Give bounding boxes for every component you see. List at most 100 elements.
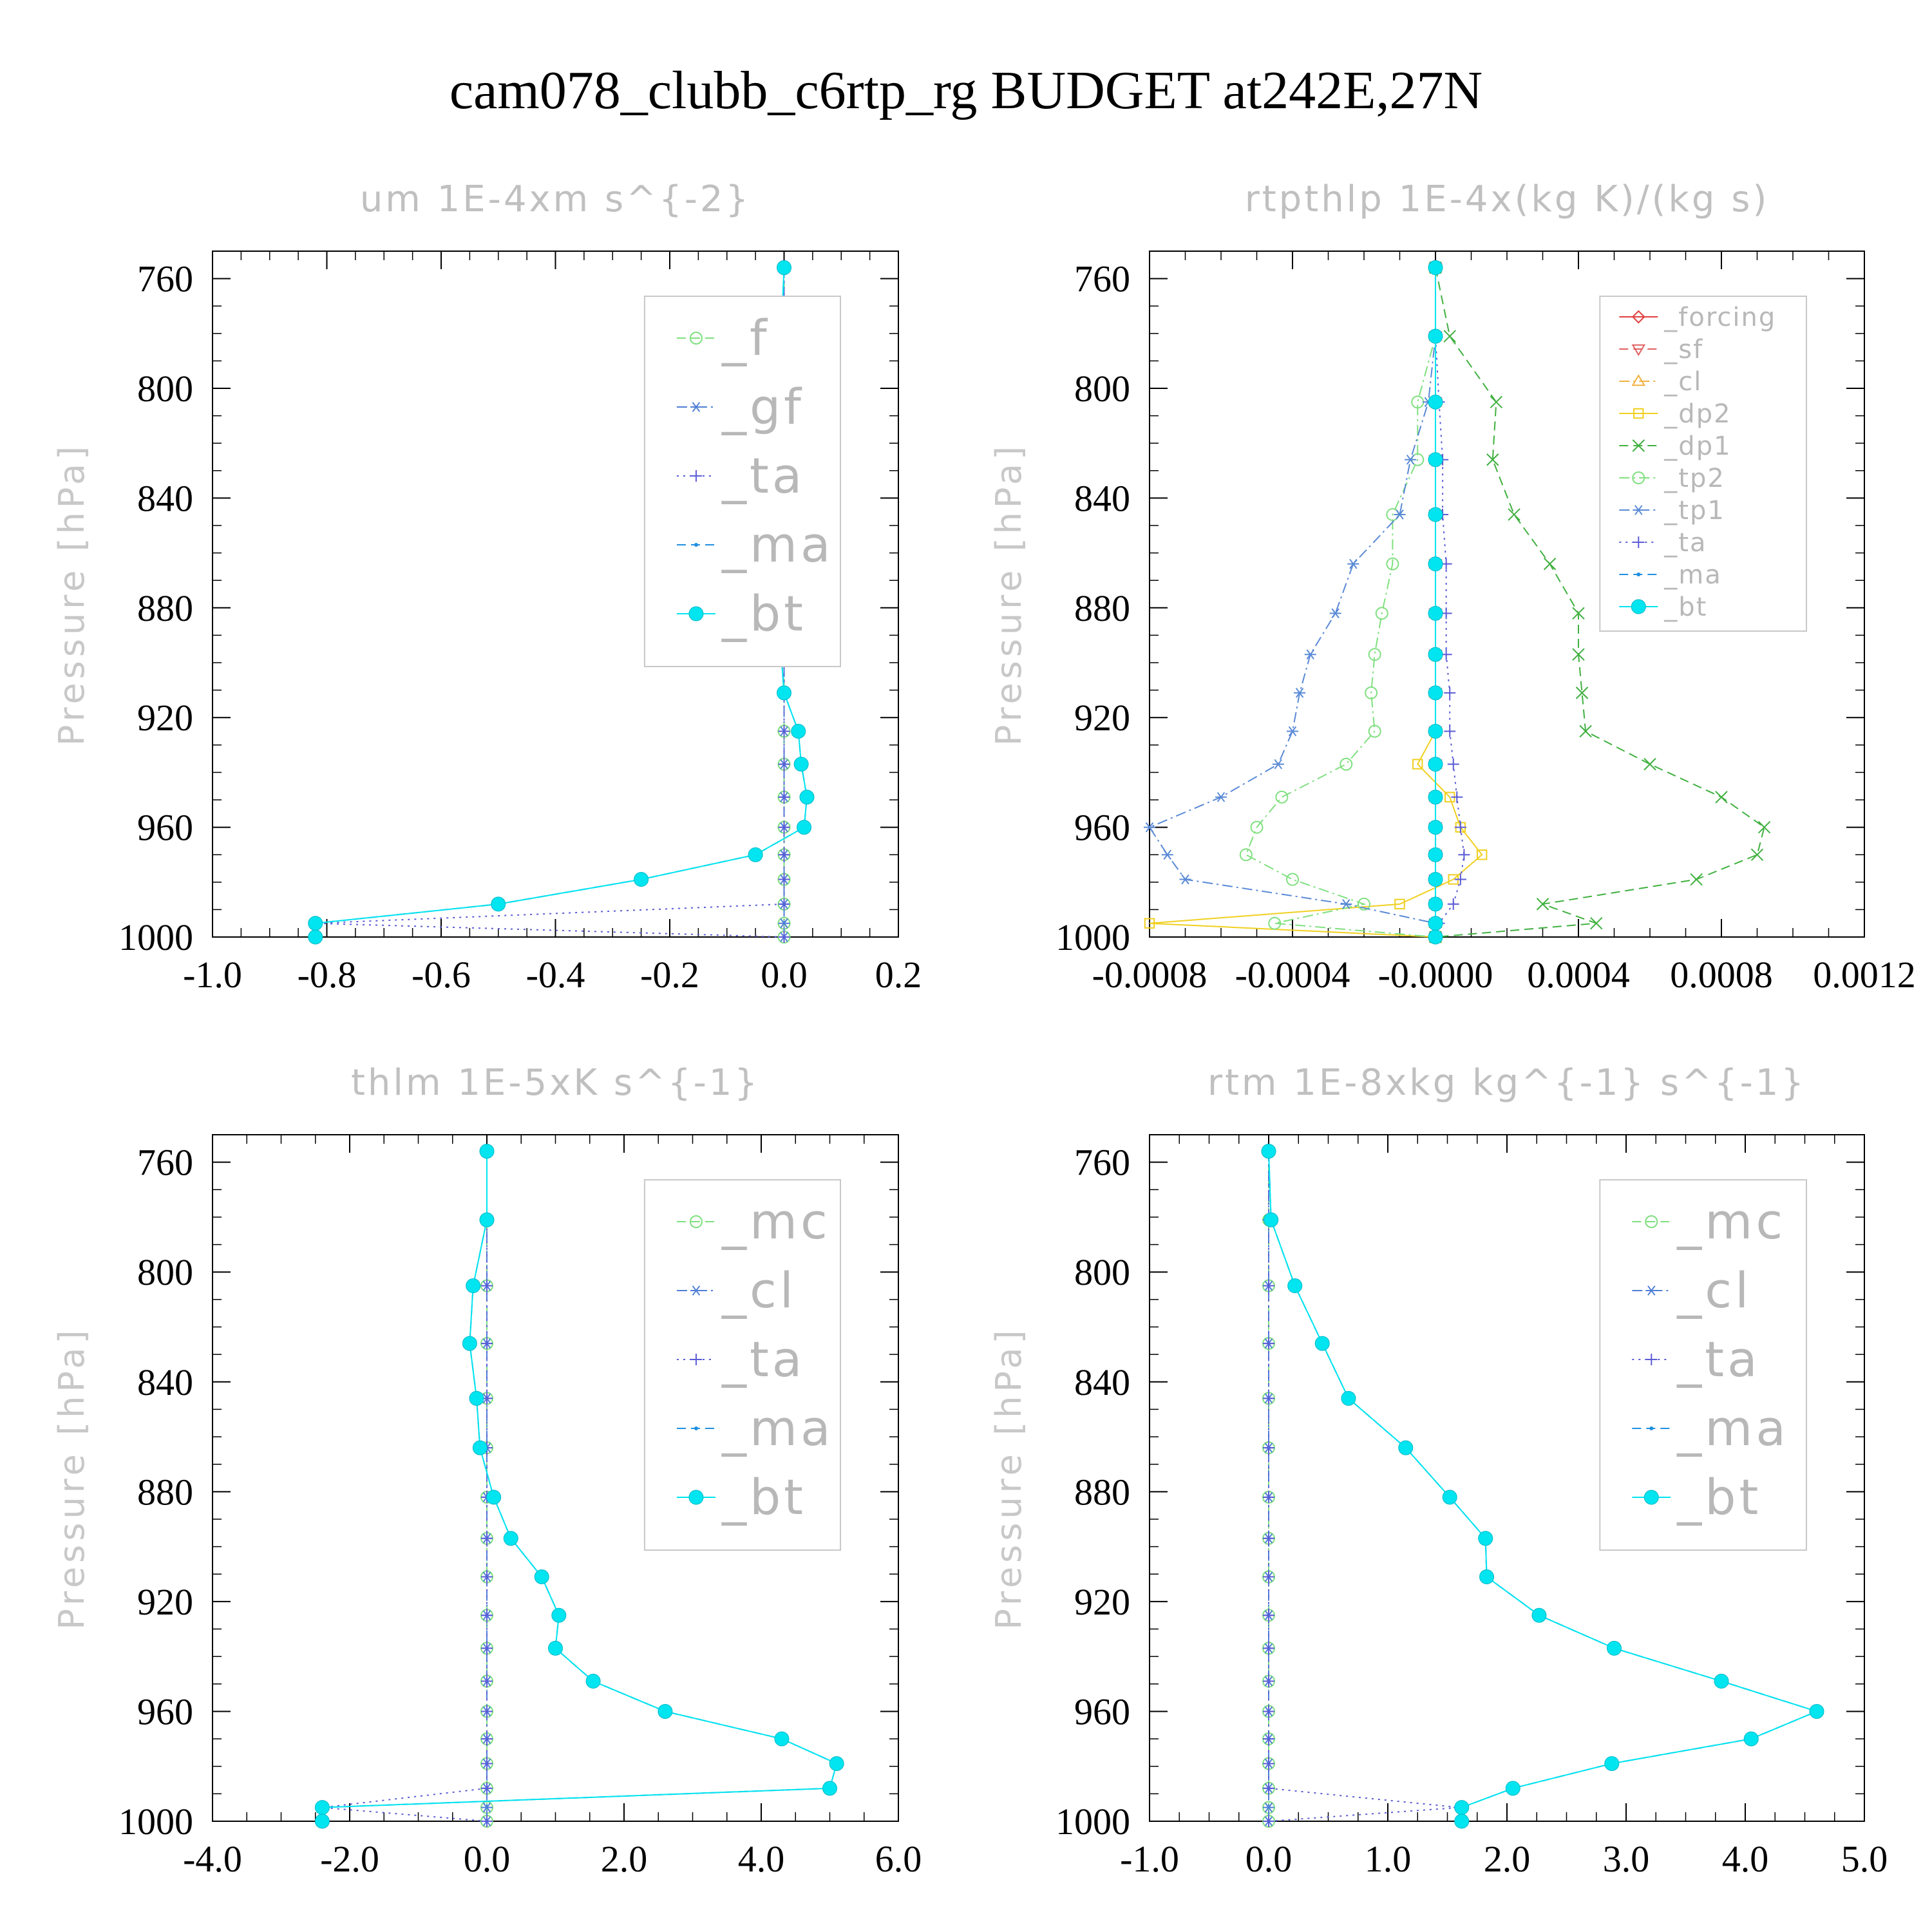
data-point — [1572, 648, 1585, 661]
data-point — [1442, 1490, 1457, 1505]
data-point — [1294, 688, 1306, 698]
data-point — [1478, 1531, 1493, 1546]
legend-marker — [690, 1285, 702, 1296]
data-point — [1454, 1800, 1470, 1815]
x-tick-label: 3.0 — [1603, 1838, 1650, 1880]
legend-marker — [690, 470, 702, 482]
legend-marker — [1633, 408, 1644, 419]
legend: _mc _cl _ta _ma _bt — [1599, 1179, 1808, 1551]
legend-marker — [1631, 599, 1646, 614]
data-point — [1263, 1609, 1274, 1622]
data-point — [1272, 759, 1284, 770]
data-point — [1757, 820, 1771, 834]
y-axis-label: Pressure [hPa] — [989, 442, 1029, 746]
data-point — [551, 1607, 567, 1623]
y-tick-label: 920 — [1074, 697, 1130, 739]
legend-label: _dp1 — [1663, 431, 1731, 461]
legend: _mc _cl _ta _ma _bt — [643, 1179, 841, 1551]
y-tick-label: 840 — [137, 477, 193, 519]
legend-box — [1599, 1179, 1808, 1551]
legend-label: _f — [721, 309, 770, 366]
data-point — [1398, 1440, 1414, 1455]
panel-title: rtpthlp 1E-4x(kg K)/(kg s) — [1245, 178, 1770, 220]
data-point — [1375, 607, 1388, 620]
data-point — [1261, 1144, 1276, 1159]
data-point — [1428, 556, 1443, 572]
series-line-tp1 — [1148, 267, 1436, 937]
series-line-tp2 — [1245, 267, 1436, 938]
x-tick-label: 0.0 — [1245, 1838, 1293, 1880]
y-tick-label: 800 — [137, 1251, 193, 1293]
data-point — [1809, 1703, 1824, 1719]
data-point — [1428, 260, 1443, 276]
data-point — [534, 1569, 549, 1585]
legend-label: _forcing — [1663, 303, 1776, 332]
legend-label: _tp1 — [1663, 496, 1725, 526]
data-point — [1486, 453, 1499, 466]
data-point — [799, 790, 815, 805]
y-tick-label: 840 — [1074, 477, 1130, 519]
data-point — [1490, 395, 1503, 409]
data-point — [1215, 791, 1227, 802]
legend-marker — [1631, 374, 1646, 386]
data-point — [1428, 790, 1443, 805]
data-point — [1286, 873, 1299, 886]
data-point — [1428, 605, 1443, 621]
data-point — [1443, 330, 1456, 343]
legend-label: _mc — [1676, 1193, 1786, 1250]
data-point — [1428, 647, 1443, 662]
data-point — [1428, 820, 1443, 835]
data-point — [1604, 1756, 1620, 1771]
data-point — [1412, 759, 1423, 770]
series-line-ta — [1268, 1151, 1460, 1822]
data-point — [1405, 454, 1417, 465]
legend-label: _ta — [721, 1331, 805, 1388]
data-point — [1428, 328, 1443, 344]
y-tick-label: 880 — [137, 587, 193, 629]
panel-title: thlm 1E-5xK s^{-1} — [351, 1062, 760, 1104]
data-point — [1444, 725, 1456, 737]
data-point — [1287, 726, 1298, 737]
data-point — [1743, 1731, 1759, 1747]
x-tick-label: -0.2 — [640, 954, 699, 996]
x-tick-label: -0.8 — [298, 954, 357, 996]
data-point — [778, 821, 790, 833]
data-point — [469, 1390, 484, 1406]
data-point — [481, 1733, 493, 1745]
legend-label: _ta — [1663, 528, 1707, 558]
series-line-ta — [1435, 267, 1465, 938]
data-point — [314, 1814, 330, 1829]
legend-marker — [694, 543, 698, 547]
data-point — [1341, 1390, 1356, 1406]
y-tick-label: 880 — [1074, 587, 1130, 629]
legend-label: _ma — [1663, 560, 1721, 590]
um-budget-chart: um 1E-4xm s^{-2} 760 800 840 880 920 960 1000-1… — [52, 178, 922, 996]
data-point — [491, 896, 506, 912]
data-point — [1161, 849, 1173, 860]
legend-marker — [1649, 1426, 1654, 1430]
x-tick-label: -4.0 — [183, 1838, 242, 1880]
data-point — [777, 260, 791, 276]
data-point — [1428, 507, 1443, 522]
data-point — [1329, 608, 1341, 619]
legend-label: _ta — [1676, 1331, 1760, 1388]
data-point — [793, 757, 809, 772]
legend-label: _gf — [721, 378, 804, 435]
data-point — [1428, 896, 1443, 912]
y-tick-label: 1000 — [118, 1801, 193, 1842]
data-point — [1263, 1757, 1274, 1770]
legend-label: _cl — [721, 1262, 797, 1319]
data-point — [1607, 1640, 1622, 1656]
y-tick-label: 960 — [1074, 1690, 1130, 1732]
legend-marker — [1645, 1215, 1658, 1228]
data-point — [1144, 822, 1155, 833]
data-point — [777, 685, 791, 701]
data-point — [1476, 849, 1488, 860]
legend-marker — [690, 402, 702, 412]
x-tick-label: 4.0 — [738, 1838, 785, 1880]
data-point — [1715, 791, 1728, 804]
data-point — [1428, 394, 1443, 410]
data-point — [1264, 1212, 1279, 1227]
data-point — [1263, 1802, 1274, 1813]
legend-label: _tp2 — [1663, 464, 1725, 493]
